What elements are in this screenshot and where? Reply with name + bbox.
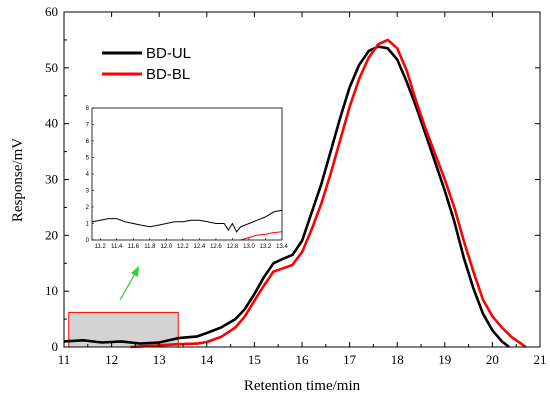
legend-label-bd-ul: BD-UL bbox=[146, 45, 191, 62]
inset-x-tick-label: 11.8 bbox=[144, 244, 156, 250]
inset-x-tick-label: 12.6 bbox=[210, 244, 222, 250]
x-tick-label: 16 bbox=[296, 352, 310, 367]
inset-y-tick-label: 1 bbox=[86, 222, 90, 228]
x-tick-label: 17 bbox=[343, 352, 357, 367]
zoom-arrow bbox=[119, 266, 139, 301]
y-tick-label: 0 bbox=[52, 339, 59, 354]
inset-y-tick-label: 4 bbox=[86, 172, 90, 178]
inset-y-tick-label: 3 bbox=[86, 189, 90, 195]
arrow-shaft bbox=[119, 271, 137, 301]
x-tick-label: 20 bbox=[486, 352, 499, 367]
series-layer bbox=[63, 38, 527, 349]
inset-x-tick-label: 12.0 bbox=[161, 244, 173, 250]
y-tick-label: 20 bbox=[45, 227, 58, 242]
x-tick-label: 21 bbox=[534, 352, 547, 367]
x-tick-label: 14 bbox=[200, 352, 214, 367]
x-tick-label: 13 bbox=[153, 352, 166, 367]
x-axis-ticks: 11 12 13 14 15 16 17 18 19 20 21 bbox=[58, 12, 547, 367]
inset-background bbox=[92, 108, 282, 240]
inset-chart: 11.2 11.4 11.6 11.8 12.0 12.2 12.4 12.6 12.8 13.0… bbox=[86, 106, 289, 250]
x-tick-label: 12 bbox=[105, 352, 118, 367]
y-tick-label: 30 bbox=[45, 172, 58, 187]
inset-x-tick-label: 13.2 bbox=[260, 244, 272, 250]
x-tick-label: 11 bbox=[58, 352, 71, 367]
inset-y-tick-label: 2 bbox=[86, 205, 90, 211]
legend: BD-UL BD-BL bbox=[102, 45, 191, 83]
inset-x-tick-label: 11.6 bbox=[128, 244, 140, 250]
arrow-head bbox=[131, 266, 139, 277]
inset-y-tick-label: 8 bbox=[86, 106, 90, 112]
y-tick-label: 50 bbox=[45, 60, 58, 75]
inset-x-tick-label: 13.0 bbox=[243, 244, 255, 250]
inset-x-tick-label: 12.8 bbox=[227, 244, 239, 250]
inset-x-tick-label: 11.2 bbox=[95, 244, 107, 250]
inset-series-line-bd-bl bbox=[240, 231, 283, 241]
series-line-bd-bl bbox=[130, 38, 527, 349]
x-tick-label: 18 bbox=[391, 352, 404, 367]
inset-x-tick-label: 12.2 bbox=[177, 244, 189, 250]
y-tick-label: 60 bbox=[45, 4, 58, 19]
x-axis-title: Retention time/min bbox=[244, 378, 361, 394]
inset-x-tick-label: 11.4 bbox=[111, 244, 123, 250]
y-tick-label: 10 bbox=[45, 283, 58, 298]
x-tick-label: 15 bbox=[248, 352, 261, 367]
inset-series-line-bd-ul bbox=[91, 209, 283, 233]
inset-x-tick-label: 13.4 bbox=[276, 244, 288, 250]
x-tick-label: 19 bbox=[438, 352, 451, 367]
inset-y-tick-label: 0 bbox=[86, 238, 90, 244]
y-tick-label: 40 bbox=[45, 116, 58, 131]
inset-y-tick-label: 7 bbox=[86, 123, 90, 129]
inset-y-tick-label: 6 bbox=[86, 139, 90, 145]
series-line-bd-ul bbox=[63, 45, 510, 349]
y-axis-title: Response/mV bbox=[10, 138, 26, 222]
inset-x-tick-label: 12.4 bbox=[194, 244, 206, 250]
legend-label-bd-bl: BD-BL bbox=[146, 66, 190, 83]
inset-y-tick-label: 5 bbox=[86, 156, 90, 162]
